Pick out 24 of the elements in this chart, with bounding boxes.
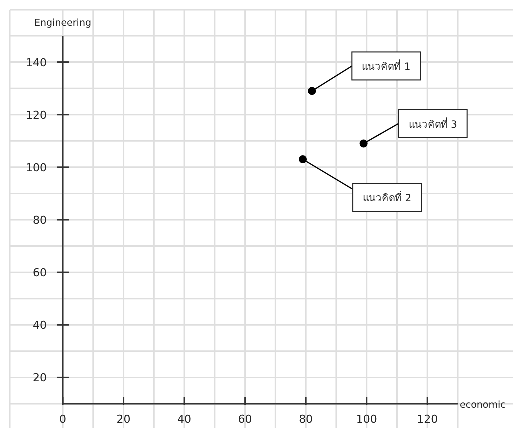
x-tick-label: 40 xyxy=(178,413,192,426)
x-axis-title: economic xyxy=(460,400,506,411)
annotation: แนวคิดที่ 3 xyxy=(408,116,458,131)
annotation: แนวคิดที่ 1 xyxy=(362,59,411,74)
x-tick-label: 0 xyxy=(60,413,66,426)
point xyxy=(308,87,316,96)
y-tick-label: 20 xyxy=(33,372,47,385)
y-tick-label: 140 xyxy=(26,56,47,70)
y-tick-label: 40 xyxy=(33,319,47,332)
x-tick-label: 120 xyxy=(417,413,438,426)
y-tick-label: 100 xyxy=(26,161,47,174)
x-tick-label: 100 xyxy=(356,413,378,426)
y-tick-label: 60 xyxy=(33,266,47,280)
y-tick-label: 80 xyxy=(33,214,47,227)
x-tick-label: 20 xyxy=(116,413,131,426)
callout: แนวคิดที่ 1 xyxy=(312,52,422,92)
x-tick-label: 60 xyxy=(238,413,252,426)
x-tick-label: 80 xyxy=(299,413,314,426)
point xyxy=(299,156,308,164)
annotation: แนวคิดที่ 2 xyxy=(363,190,412,205)
point xyxy=(360,140,368,148)
y-tick-label: 120 xyxy=(26,108,47,122)
y-axis-title: Engineering xyxy=(34,18,92,29)
callout: แนวคิดที่ 2 xyxy=(302,159,422,212)
